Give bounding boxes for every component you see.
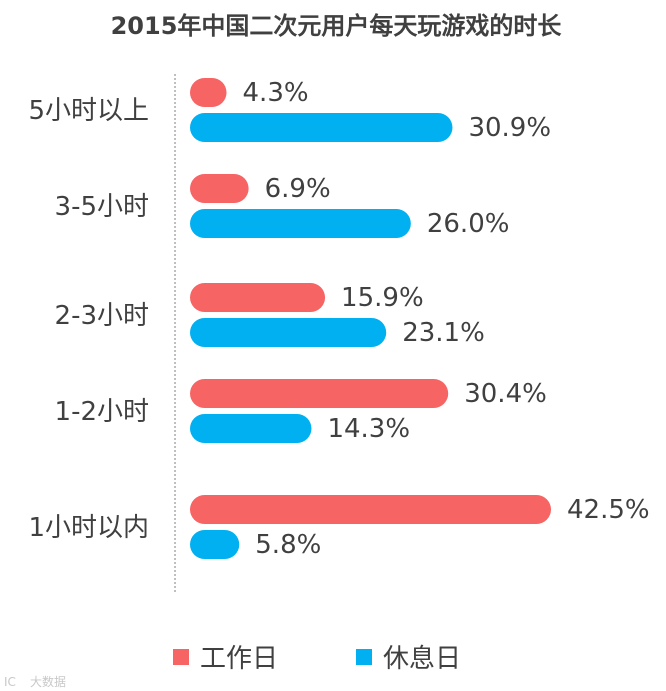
bar-holiday (190, 318, 387, 347)
value-label-workday: 30.4% (464, 379, 547, 409)
value-label-workday: 42.5% (567, 495, 650, 525)
legend-label-workday: 工作日 (200, 644, 278, 674)
category-label: 3-5小时 (55, 192, 149, 222)
bar-workday (190, 283, 326, 312)
value-labels: 4.3% 30.9% 6.9% 26.0% 15.9% 23.1% 30.4% 14.3% 42… (243, 78, 650, 560)
value-label-workday: 15.9% (341, 283, 424, 313)
bar-workday (190, 379, 449, 408)
value-label-holiday: 26.0% (427, 209, 510, 239)
value-label-holiday: 5.8% (255, 530, 321, 560)
bar-holiday (190, 530, 240, 559)
category-labels: 5小时以上 3-5小时 2-3小时 1-2小时 1小时以内 (28, 96, 149, 543)
value-label-holiday: 14.3% (327, 414, 410, 444)
value-label-workday: 4.3% (243, 78, 309, 108)
svg-text:IC: IC (4, 675, 16, 689)
bars (190, 78, 551, 559)
bar-holiday (190, 414, 312, 443)
bar-workday (190, 174, 249, 203)
watermark-logo: IC 大数据 (4, 674, 66, 689)
legend-swatch-workday (173, 649, 189, 665)
legend: 工作日 休息日 (173, 644, 461, 674)
value-label-holiday: 23.1% (402, 318, 485, 348)
category-label: 5小时以上 (28, 96, 149, 126)
bar-workday (190, 495, 551, 524)
category-label: 2-3小时 (55, 301, 149, 331)
legend-swatch-holiday (356, 649, 372, 665)
value-label-holiday: 30.9% (468, 113, 551, 143)
legend-label-holiday: 休息日 (383, 644, 461, 674)
category-label: 1小时以内 (28, 513, 149, 543)
chart-title: 2015年中国二次元用户每天玩游戏的时长 (111, 12, 563, 40)
bar-holiday (190, 113, 453, 142)
bar-holiday (190, 209, 411, 238)
category-label: 1-2小时 (55, 397, 149, 427)
bar-workday (190, 78, 227, 107)
svg-text:大数据: 大数据 (30, 674, 66, 689)
value-label-workday: 6.9% (265, 174, 331, 204)
